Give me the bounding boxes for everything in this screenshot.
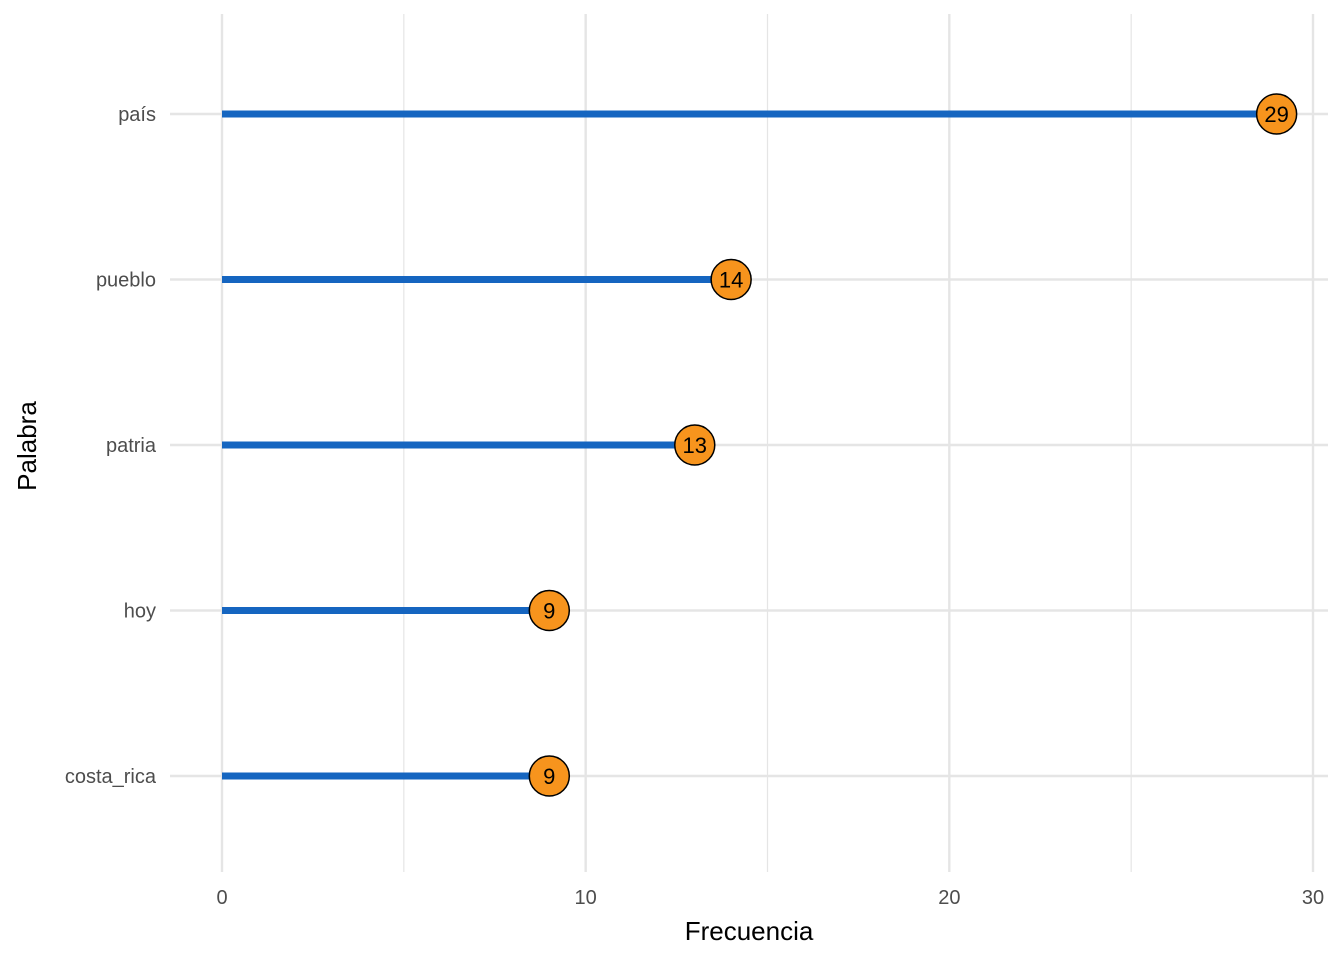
lollipop-point [1255,93,1298,135]
data-label: 9 [543,599,555,624]
lollipop-point [528,755,571,797]
x-tick-label: 30 [1302,887,1324,909]
data-label: 9 [543,764,555,789]
y-tick-label: patria [106,435,157,457]
y-axis-ticks: país pueblo patria hoy costa_rica [65,104,157,788]
data-label: 13 [683,433,707,458]
y-tick-label: país [118,104,156,126]
y-tick-label: hoy [124,601,156,623]
y-axis-title: Palabra [12,401,42,491]
lollipop-point [528,589,571,632]
y-tick-label: costa_rica [65,766,157,788]
y-tick-label: pueblo [96,270,156,292]
x-axis-ticks: 0 10 20 30 [216,887,1324,909]
x-axis-title: Frecuencia [685,916,814,946]
data-label: 29 [1264,102,1288,127]
lollipop-point [674,424,716,466]
data-label: 14 [719,268,743,293]
x-tick-label: 20 [938,887,960,909]
lollipop-point [710,258,752,301]
lollipop-marks: 29 14 13 9 9 [222,93,1298,797]
x-tick-label: 10 [575,887,597,909]
x-tick-label: 0 [216,887,227,909]
